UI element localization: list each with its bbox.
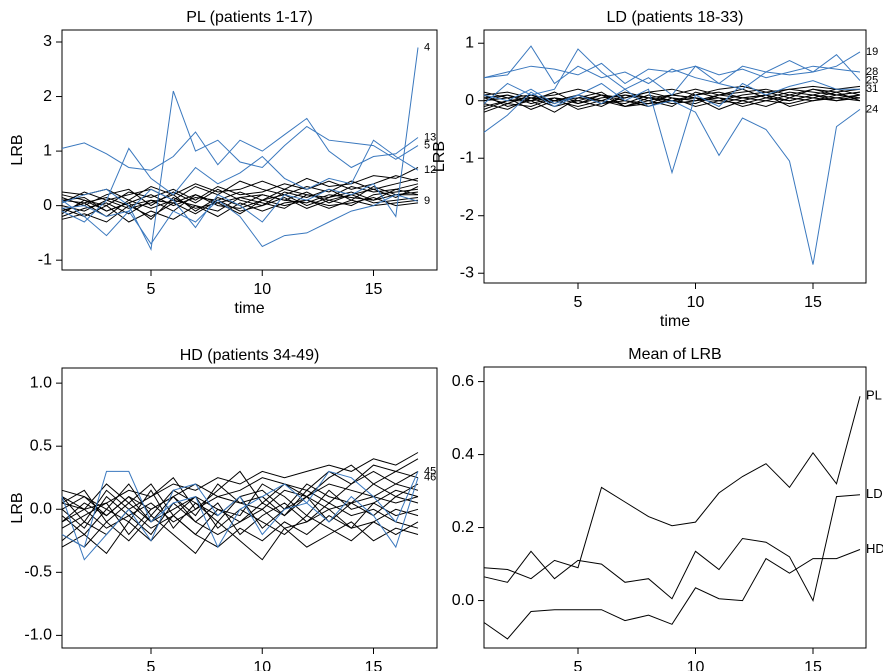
series-line (483, 45, 861, 85)
series-label: 24 (866, 103, 878, 115)
y-tick-label: -0.5 (24, 564, 52, 581)
series-label: 46 (424, 472, 436, 484)
x-tick-label: 15 (365, 281, 383, 298)
series-label: 19 (866, 46, 878, 58)
series-line (61, 452, 419, 510)
x-tick-label: 10 (253, 659, 271, 671)
series-line (61, 196, 419, 220)
x-tick-label: 5 (147, 281, 156, 298)
plot-frame (483, 29, 867, 284)
series-label: PL (866, 388, 882, 403)
series-label: 25 (866, 75, 878, 87)
y-tick-label: 0.0 (30, 500, 52, 517)
y-tick-label: 0.6 (452, 373, 474, 390)
series-label: 31 (866, 83, 878, 95)
y-tick-label: 0.0 (452, 592, 474, 609)
y-tick-label: -1 (38, 251, 52, 268)
series-line (483, 94, 861, 108)
x-axis-label: time (660, 313, 690, 330)
series-line (61, 191, 419, 217)
series-line (61, 117, 419, 171)
series-label: 45 (424, 465, 436, 477)
x-tick-label: 10 (253, 281, 271, 298)
x-tick-label: 10 (687, 294, 705, 311)
series-line (61, 177, 419, 204)
series-line (61, 188, 419, 207)
y-tick-label: 0 (465, 92, 474, 109)
series-label: 12 (424, 164, 436, 176)
y-tick-label: -1 (460, 149, 474, 166)
y-tick-label: 1.0 (30, 374, 52, 391)
y-tick-label: 1 (465, 34, 474, 51)
y-tick-label: 0.2 (452, 519, 474, 536)
series-label: HD (866, 541, 883, 556)
x-tick-label: 5 (574, 294, 583, 311)
y-tick-label: 1 (43, 142, 52, 159)
series-line (61, 514, 419, 561)
y-tick-label: 3 (43, 33, 52, 50)
plot-frame (61, 367, 438, 649)
y-tick-label: -1.0 (24, 627, 52, 644)
series-line (61, 47, 419, 237)
series-line (483, 396, 861, 580)
series-line (61, 194, 419, 248)
x-tick-label: 15 (804, 659, 822, 671)
series-line (61, 477, 419, 561)
chart-title: LD (patients 18-33) (607, 9, 744, 26)
y-tick-label: -3 (460, 264, 474, 281)
y-tick-label: 0.4 (452, 446, 474, 463)
x-tick-label: 15 (804, 294, 822, 311)
series-line (61, 139, 419, 223)
x-axis-label: time (234, 300, 264, 317)
series-line (61, 90, 419, 251)
series-line (61, 508, 419, 555)
series-label: 28 (866, 66, 878, 78)
y-tick-label: 0.5 (30, 437, 52, 454)
series-line (61, 199, 419, 223)
series-label: 13 (424, 131, 436, 143)
series-label: 9 (424, 195, 430, 207)
series-line (61, 495, 419, 536)
series-label: LD (866, 486, 883, 501)
series-label: 4 (424, 41, 430, 53)
chart-title: HD (patients 34-49) (180, 347, 320, 364)
y-axis-label: LRB (431, 141, 448, 172)
series-line (483, 80, 860, 175)
chart-title: PL (patients 1-17) (186, 9, 313, 26)
x-tick-label: 5 (574, 659, 583, 671)
series-line (61, 470, 419, 549)
series-line (483, 48, 861, 104)
plot-frame (483, 366, 867, 649)
series-line (483, 85, 861, 99)
x-tick-label: 10 (687, 659, 705, 671)
y-tick-label: 2 (43, 88, 52, 105)
y-axis-label: LRB (9, 134, 26, 165)
series-label: 5 (424, 140, 430, 152)
series-line (61, 502, 419, 536)
plot-frame (61, 29, 438, 271)
x-tick-label: 15 (365, 659, 383, 671)
series-line (483, 62, 861, 85)
series-line (61, 194, 419, 223)
y-tick-label: -2 (460, 207, 474, 224)
series-line (483, 88, 861, 265)
y-axis-label: LRB (9, 492, 26, 523)
series-line (483, 494, 861, 603)
series-line (61, 185, 418, 207)
x-tick-label: 5 (147, 659, 156, 671)
series-line (483, 549, 861, 640)
y-tick-label: 0 (43, 197, 52, 214)
chart-title: Mean of LRB (628, 346, 721, 363)
series-line (61, 470, 419, 523)
